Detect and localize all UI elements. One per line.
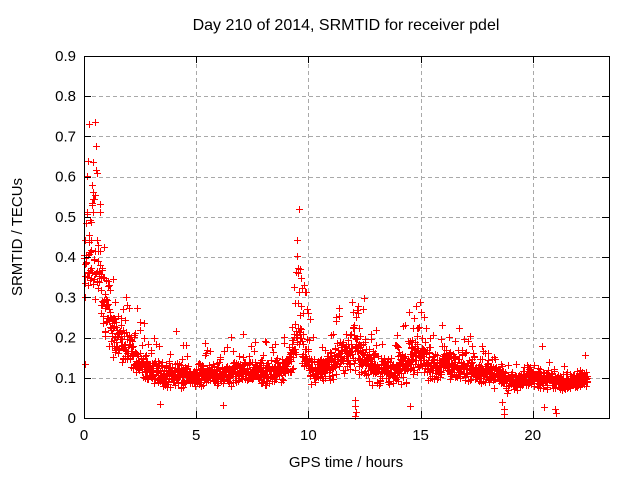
y-tick-label: 0.5: [55, 209, 76, 226]
y-tick-labels: 0 0.1 0.2 0.3 0.4 0.5 0.6 0.7 0.8 0.9: [55, 48, 76, 427]
x-axis-label: GPS time / hours: [289, 454, 403, 471]
y-tick-label: 0.4: [55, 249, 76, 266]
x-tick-label: 10: [300, 427, 317, 444]
y-axis-label: SRMTID / TECUs: [9, 178, 26, 296]
plot-border: [84, 56, 610, 419]
grid-lines: [85, 57, 608, 417]
y-tick-label: 0.3: [55, 289, 76, 306]
x-tick-label: 20: [524, 427, 541, 444]
x-tick-labels: 0 5 10 15 20: [80, 427, 541, 444]
x-tick-label: 5: [192, 427, 200, 444]
y-tick-label: 0.1: [55, 370, 76, 387]
y-tick-label: 0.9: [55, 48, 76, 65]
x-tick-label: 15: [412, 427, 429, 444]
y-tick-label: 0.2: [55, 330, 76, 347]
y-tick-label: 0.6: [55, 169, 76, 186]
x-tick-label: 0: [80, 427, 88, 444]
chart-title: Day 210 of 2014, SRMTID for receiver pde…: [193, 17, 500, 34]
y-tick-label: 0: [68, 410, 76, 427]
y-tick-label: 0.8: [55, 88, 76, 105]
scatter-points: [81, 119, 591, 420]
y-tick-label: 0.7: [55, 128, 76, 145]
